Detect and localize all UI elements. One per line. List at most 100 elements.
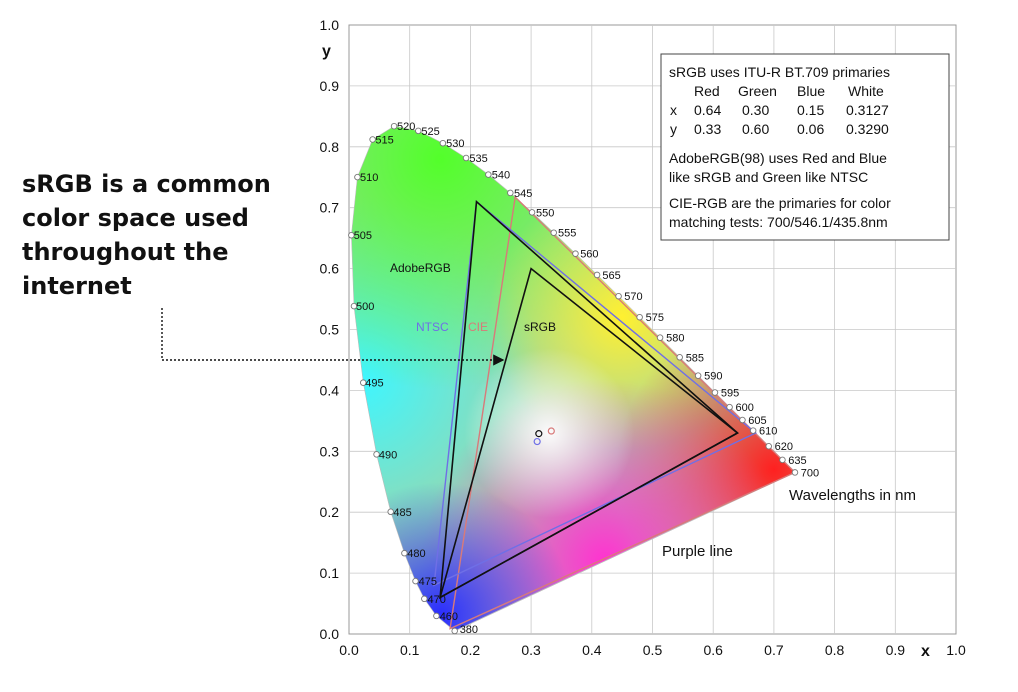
gamut-label-srgb: sRGB [524,320,556,334]
info-title: sRGB uses ITU-R BT.709 primaries [669,64,890,80]
wavelength-label: 570 [624,291,642,303]
info-table-cell: 0.3290 [846,121,889,137]
info-cie-line-1: CIE-RGB are the primaries for color [669,195,891,211]
info-table-cell: 0.60 [742,121,769,137]
caption-pointer-arrow [161,308,505,366]
wavelength-marker [694,372,702,379]
wavelength-label: 520 [397,121,415,133]
wavelength-label: 510 [360,172,378,184]
wavelength-marker [779,456,786,464]
x-axis-label: x [921,643,930,660]
wavelength-marker [451,627,458,635]
wavelength-label: 530 [446,138,464,150]
wavelength-marker [726,403,733,411]
info-table-cell: 0.33 [694,121,721,137]
wavelength-label: 600 [736,402,754,414]
wavelength-marker [572,250,579,257]
info-box-frame [660,53,950,241]
wavelength-label: 470 [428,594,446,606]
wavelength-marker [350,302,358,310]
gamut-label-ntsc: NTSC [416,320,449,334]
wavelength-label: 485 [393,507,411,519]
wavelength-marker [415,127,422,135]
white-point-srgb [535,430,543,438]
wavelength-marker [369,136,376,143]
wavelength-label: 555 [558,228,576,240]
y-tick-label: 0.8 [320,139,340,155]
info-table-header-white: White [848,83,884,99]
wavelength-marker [387,508,394,516]
wavelength-marker [360,379,367,386]
y-tick-label: 0.3 [320,443,340,459]
x-tick-label: 0.5 [643,642,663,658]
info-table-cell: 0.15 [797,102,824,118]
wavelength-label: 605 [748,415,766,427]
info-table-cell: 0.3127 [846,102,889,118]
wavelength-label: 380 [460,624,478,636]
info-table-row-x-label: x [670,102,677,118]
x-tick-label: 0.2 [461,642,481,658]
gamut-triangle-cie [449,195,797,630]
wavelength-marker [462,154,470,162]
wavelength-marker [507,189,514,197]
y-tick-label: 0.2 [320,504,340,520]
wavelength-marker [749,427,757,434]
caption-line: internet [22,272,132,300]
wavelength-marker [656,334,664,341]
info-table-header-red: Red [694,83,720,99]
info-table-cell: 0.30 [742,102,769,118]
wavelength-marker [354,173,361,181]
white-point-cie [547,427,555,435]
info-box: sRGB uses ITU-R BT.709 primaries Red Gre… [660,53,950,241]
wavelength-label: 540 [492,170,510,182]
wavelength-marker [739,416,746,424]
info-table-cell: 0.64 [694,102,721,118]
wavelength-label: 535 [469,153,487,165]
wavelength-label: 565 [602,270,620,282]
y-axis-label: y [322,43,331,60]
wavelength-label: 610 [759,426,777,438]
y-tick-label: 0.6 [320,261,340,277]
gamut-label-cie: CIE [468,320,488,334]
wavelength-label: 525 [421,126,439,138]
wavelength-marker [439,139,447,147]
wavelength-label: 580 [666,333,684,345]
wavelength-label: 590 [704,371,722,383]
wavelength-marker [615,292,622,300]
caption-line: sRGB is a common [22,170,271,198]
x-tick-label: 0.0 [339,642,359,658]
wavelength-label: 490 [379,449,397,461]
wavelength-label: 480 [407,548,425,560]
y-tick-label: 0.4 [320,382,340,398]
axis-ticks: 0.0 0.1 0.2 0.3 0.4 0.5 0.6 0.7 0.8 0.9 1.0 0.0 0.1 0… [320,17,966,658]
wavelength-marker [711,389,719,396]
x-tick-label: 0.7 [764,642,784,658]
x-tick-label: 0.6 [703,642,723,658]
wavelength-marker [791,469,799,476]
x-tick-label: 0.9 [886,642,906,658]
y-tick-label: 0.0 [320,626,340,642]
x-tick-label: 0.4 [582,642,602,658]
wavelength-marker [390,122,398,130]
info-table-header-blue: Blue [797,83,825,99]
wavelength-label: 585 [686,352,704,364]
info-adobergb-line-1: AdobeRGB(98) uses Red and Blue [669,150,887,166]
wavelength-marker [348,231,355,239]
wavelength-label: 475 [419,576,437,588]
wavelength-label: 635 [788,455,806,467]
info-cie-line-2: matching tests: 700/546.1/435.8nm [669,214,888,230]
wavelength-marker [676,354,683,361]
wavelength-label: 500 [356,301,374,313]
caption-line: color space used [22,204,249,232]
wavelength-marker [765,442,772,450]
x-tick-label: 0.8 [825,642,845,658]
caption-line: throughout the [22,238,229,266]
y-tick-label: 0.5 [320,322,340,338]
wavelength-marker [433,612,440,620]
wavelength-label: 495 [365,378,383,390]
wavelength-marker [373,451,380,458]
x-tick-label: 1.0 [946,642,966,658]
y-tick-label: 0.9 [320,78,340,94]
wavelength-marker [412,577,419,585]
